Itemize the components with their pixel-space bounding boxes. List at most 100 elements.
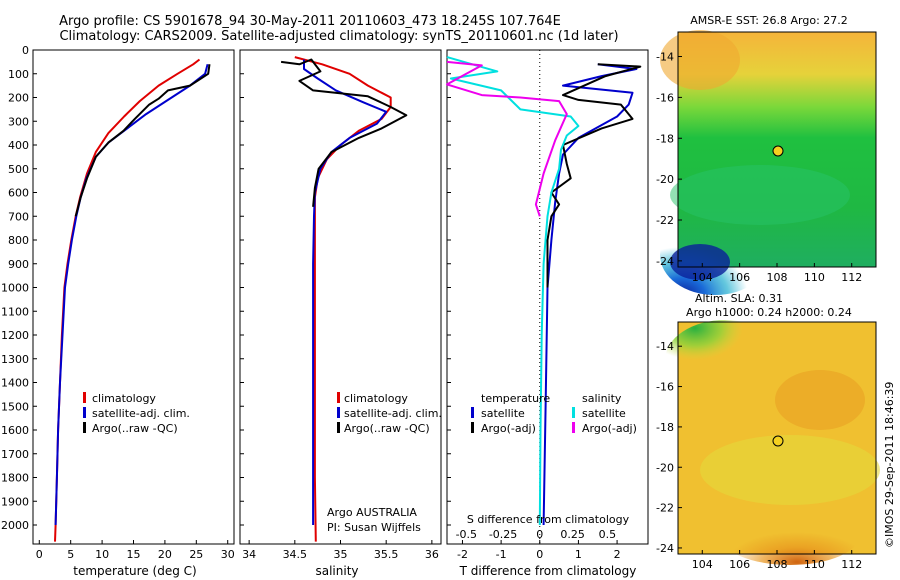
series-line-argo: [546, 63, 642, 288]
legend-label-t-satellite: satellite: [481, 407, 525, 420]
sst-cold-core: [670, 244, 730, 280]
map-y-tick-label: -22: [656, 502, 674, 515]
s-tick-label: -0.25: [489, 528, 517, 541]
series-line-climatology: [294, 56, 392, 542]
legend-label-satellite: satellite-adj. clim.: [92, 407, 190, 420]
x-tick-label: 2: [614, 548, 621, 561]
map-x-tick-label: 110: [804, 271, 825, 284]
depth-tick-label: 1500: [1, 400, 29, 413]
legend-swatch-argo: [337, 422, 340, 433]
legend-label-t-argo: Argo(-adj): [481, 422, 536, 435]
difference-xlabel-top: S difference from climatology: [467, 513, 630, 526]
depth-tick-label: 200: [8, 92, 29, 105]
depth-tick-label: 1100: [1, 305, 29, 318]
legend-swatch-satellite: [337, 407, 340, 418]
x-tick-label: -2: [457, 548, 468, 561]
depth-tick-label: 300: [8, 115, 29, 128]
map-y-tick-label: -14: [656, 51, 674, 64]
depth-tick-label: 2000: [1, 519, 29, 532]
legend-label-s-argo: Argo(-adj): [582, 422, 637, 435]
temperature-legend: climatology satellite-adj. clim. Argo(..…: [83, 392, 190, 435]
x-tick-label: 25: [189, 548, 203, 561]
map-x-tick-label: 108: [767, 271, 788, 284]
series-line-satellite: [303, 59, 388, 525]
figure-title-line1: Argo profile: CS 5901678_94 30-May-2011 …: [59, 14, 561, 29]
difference-legend-salinity: salinity satellite Argo(-adj): [572, 392, 637, 435]
map-x-tick-label: 104: [692, 271, 713, 284]
legend-label-satellite: satellite-adj. clim.: [344, 407, 442, 420]
series-line-argo: [74, 64, 211, 217]
map-y-tick-label: -14: [656, 340, 674, 353]
legend-swatch-t-satellite: [471, 407, 474, 418]
x-tick-label: 34: [242, 548, 256, 561]
depth-tick-label: 100: [8, 68, 29, 81]
difference-legend-temperature: temperature satellite Argo(-adj): [471, 392, 550, 435]
sla-map-title-line2: Argo h1000: 0.24 h2000: 0.24: [686, 306, 852, 319]
salinity-legend: climatology satellite-adj. clim. Argo(..…: [337, 392, 442, 435]
salinity-annotation-line2: PI: Susan Wijffels: [327, 521, 421, 534]
s-tick-label: -0.5: [456, 528, 477, 541]
depth-tick-label: 1200: [1, 329, 29, 342]
x-tick-label: 36: [425, 548, 439, 561]
map-y-tick-label: -24: [656, 255, 674, 268]
legend-label-climatology: climatology: [344, 392, 408, 405]
map-y-tick-label: -20: [656, 173, 674, 186]
depth-tick-label: 500: [8, 163, 29, 176]
x-tick-label: 35: [334, 548, 348, 561]
series-line-argo: [280, 58, 408, 207]
legend-title-temperature: temperature: [481, 392, 550, 405]
sla-map-title-line1: Altim. SLA: 0.31: [695, 292, 783, 305]
map-y-tick-label: -20: [656, 461, 674, 474]
depth-tick-label: 1300: [1, 353, 29, 366]
salinity-annotation-line1: Argo AUSTRALIA: [327, 506, 417, 519]
legend-swatch-climatology: [83, 392, 86, 403]
map-y-tick-label: -16: [656, 381, 674, 394]
temperature-xlabel: temperature (deg C): [73, 564, 196, 578]
s-tick-label: 0.5: [599, 528, 617, 541]
sst-map: AMSR-E SST: 26.8 Argo: 27.2 104 106 108 110…: [656, 14, 877, 295]
depth-tick-label: 400: [8, 139, 29, 152]
sst-cool-band: [670, 165, 850, 225]
map-y-tick-label: -18: [656, 132, 674, 145]
depth-tick-label: 0: [22, 44, 29, 57]
series-line-satellite: [54, 64, 209, 526]
depth-tick-label: 1600: [1, 424, 29, 437]
legend-title-salinity: salinity: [582, 392, 622, 405]
legend-swatch-s-argo: [572, 422, 575, 433]
depth-tick-label: 700: [8, 210, 29, 223]
depth-tick-label: 1700: [1, 448, 29, 461]
temperature-plot: 0 5 10 15 20 25 30: [36, 58, 235, 561]
map-y-tick-label: -22: [656, 214, 674, 227]
credit-text: ©IMOS 29-Sep-2011 18:46:39: [883, 382, 896, 548]
series-line-satellite_salinity: [446, 56, 580, 526]
legend-swatch-s-satellite: [572, 407, 575, 418]
series-line-climatology: [54, 58, 201, 542]
map-y-tick-label: -18: [656, 421, 674, 434]
sla-green-patch: [665, 320, 785, 400]
sla-high-patch: [720, 505, 860, 565]
map-y-tick-label: -16: [656, 91, 674, 104]
map-x-tick-label: 104: [692, 558, 713, 571]
map-x-tick-label: 108: [767, 558, 788, 571]
legend-swatch-argo: [83, 422, 86, 433]
map-x-tick-label: 112: [841, 558, 862, 571]
legend-label-climatology: climatology: [92, 392, 156, 405]
x-tick-label: 15: [127, 548, 141, 561]
salinity-xlabel: salinity: [315, 564, 358, 578]
map-x-tick-label: 106: [729, 271, 750, 284]
argo-float-marker: [772, 435, 784, 447]
x-tick-label: 1: [575, 548, 582, 561]
sla-orange-patch: [775, 370, 865, 430]
depth-tick-label: 1900: [1, 495, 29, 508]
sst-warm-patch: [660, 30, 740, 90]
depth-tick-label: 600: [8, 187, 29, 200]
x-tick-label: 35.5: [374, 548, 399, 561]
series-line-argo_salinity: [446, 60, 568, 217]
sla-map-ticks: 104 106 108 110 112 -14 -16 -18 -20 -22 -24: [656, 340, 862, 571]
depth-axis: 0 100 200 300 400 500 600 700 800 900 1000 1100 1200…: [1, 44, 451, 532]
difference-xlabel: T difference from climatology: [459, 564, 637, 578]
argo-float-marker: [772, 145, 784, 157]
x-tick-label: 30: [221, 548, 235, 561]
